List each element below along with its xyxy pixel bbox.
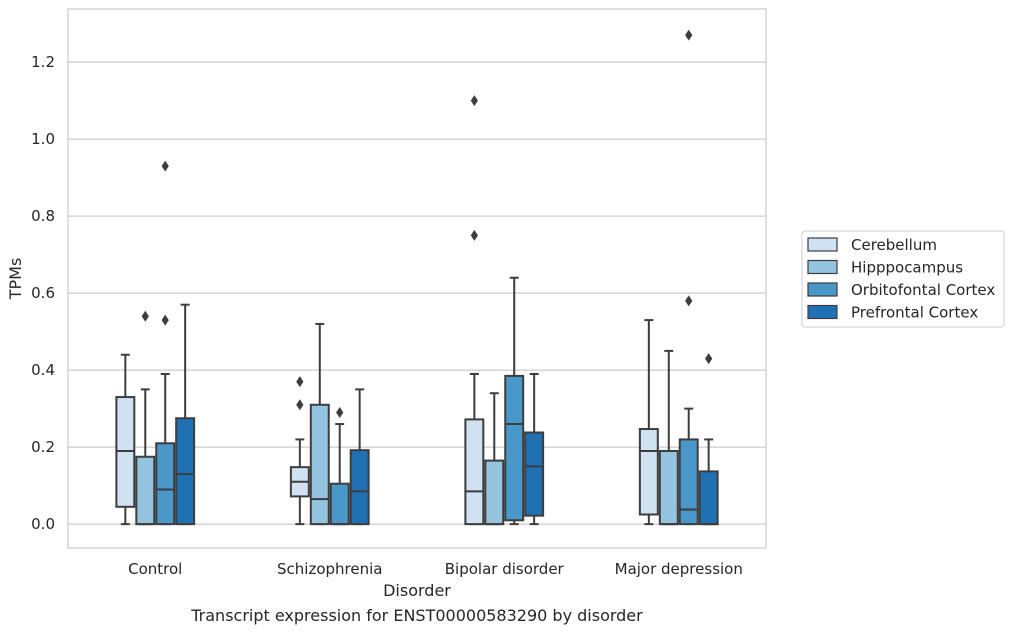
outlier-point <box>470 229 478 241</box>
outlier-point <box>705 353 713 365</box>
outlier-point <box>296 399 304 411</box>
legend-swatch <box>807 282 838 297</box>
legend-swatch <box>807 237 838 252</box>
y-tick-label: 0.6 <box>31 284 55 302</box>
box-body <box>135 455 156 526</box>
outlier-point <box>296 376 304 388</box>
box-orbitofontal-cortex <box>329 406 350 526</box>
x-tick-label: Bipolar disorder <box>445 560 565 578</box>
box-body <box>309 403 330 526</box>
box-cerebellum <box>638 319 659 526</box>
x-tick-label: Major depression <box>615 560 743 578</box>
box-orbitofontal-cortex <box>504 276 525 526</box>
box-hipppocampus <box>658 349 679 526</box>
x-axis-title: Disorder <box>383 581 451 600</box>
box-body <box>175 417 196 526</box>
legend-swatch <box>807 259 838 275</box>
outlier-point <box>161 160 169 172</box>
outlier-point <box>161 314 169 326</box>
box-cerebellum <box>115 353 136 526</box>
x-tick-label: Schizophrenia <box>277 560 382 578</box>
outlier-point <box>685 295 693 307</box>
box-prefrontal-cortex <box>698 353 719 526</box>
y-tick-label: 1.0 <box>31 130 55 148</box>
y-tick-label: 0.4 <box>31 361 55 379</box>
legend: Cerebellum Hipppocampus Orbitofontal Corte… <box>801 230 1005 328</box>
box-body <box>464 418 485 526</box>
legend-label: Orbitofontal Cortex <box>851 281 995 299</box>
x-tick-label: Control <box>128 560 182 578</box>
y-tick-label: 0.2 <box>31 438 55 456</box>
box-body <box>329 482 350 526</box>
legend-label: Cerebellum <box>851 236 937 254</box>
box-body <box>678 438 699 526</box>
box-body <box>658 449 679 526</box>
y-tick-label: 0.0 <box>31 515 55 533</box>
legend-label: Prefrontal Cortex <box>851 304 978 322</box>
box-prefrontal-cortex <box>349 388 370 526</box>
box-prefrontal-cortex <box>524 372 545 526</box>
box-body <box>155 442 176 526</box>
outlier-point <box>336 406 344 418</box>
legend-swatch <box>807 304 838 320</box>
y-axis-ticks: 0.0 0.2 0.4 0.6 0.8 1.0 1.2 <box>31 53 55 533</box>
boxes <box>115 29 719 526</box>
plot-frame <box>67 8 767 549</box>
box-body <box>504 374 525 522</box>
x-axis-ticks: Control Schizophrenia Bipolar disorder Majo… <box>128 560 743 578</box>
y-tick-label: 0.8 <box>31 207 55 225</box>
box-hipppocampus <box>309 322 330 526</box>
box-body <box>698 470 719 526</box>
box-hipppocampus <box>135 310 156 526</box>
box-prefrontal-cortex <box>175 303 196 526</box>
legend-label: Hipppocampus <box>851 259 963 277</box>
outlier-point <box>141 310 149 322</box>
box-body <box>484 459 505 526</box>
box-body <box>638 428 659 516</box>
box-cerebellum <box>289 376 310 526</box>
box-orbitofontal-cortex <box>155 160 176 526</box>
outlier-point <box>470 95 478 107</box>
box-body <box>349 449 370 526</box>
box-hipppocampus <box>484 392 505 526</box>
box-orbitofontal-cortex <box>678 29 699 526</box>
legend-frame <box>801 230 1005 328</box>
figure-caption: Transcript expression for ENST0000058329… <box>191 606 643 625</box>
outlier-point <box>685 29 693 41</box>
y-axis-title: TPMs <box>6 258 25 301</box>
box-body <box>524 431 545 517</box>
box-cerebellum <box>464 95 485 526</box>
y-tick-label: 1.2 <box>31 53 55 71</box>
